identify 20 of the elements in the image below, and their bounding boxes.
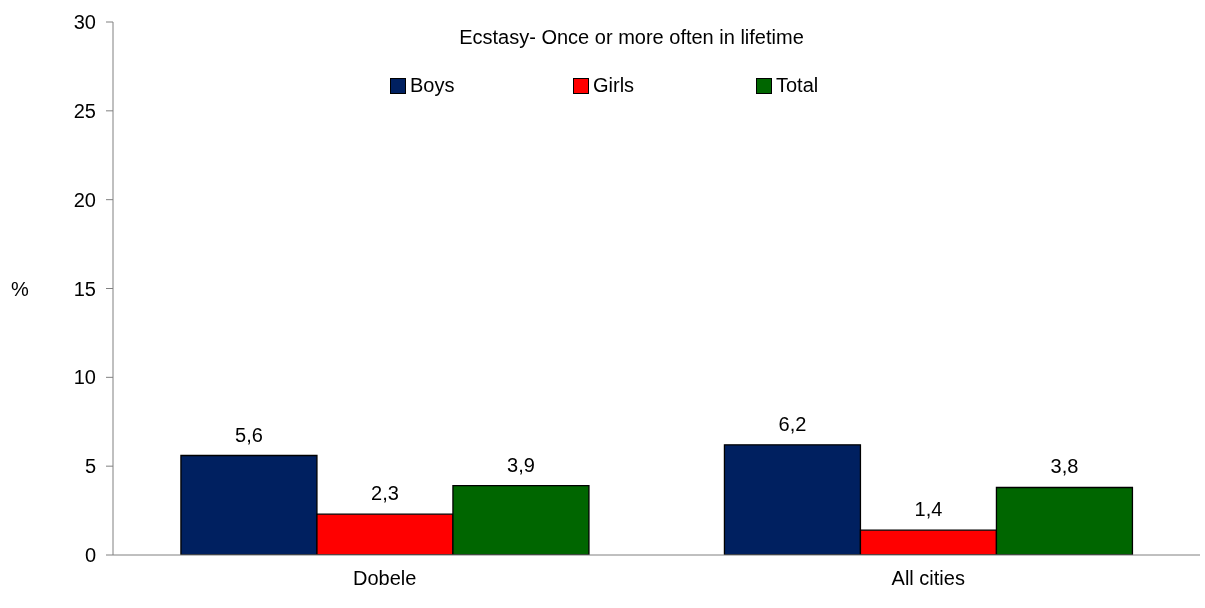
legend-label: Boys <box>410 74 455 97</box>
y-tick-label: 15 <box>73 277 96 300</box>
x-tick-label: All cities <box>891 567 965 590</box>
legend-label: Girls <box>593 74 635 97</box>
data-label: 6,2 <box>778 412 807 435</box>
data-label: 3,8 <box>1050 455 1079 478</box>
y-tick-label: 10 <box>73 366 96 389</box>
x-tick-label: Dobele <box>353 567 417 590</box>
chart-title: Ecstasy- Once or more often in lifetime <box>459 26 804 48</box>
y-tick-label: 0 <box>84 544 96 567</box>
y-tick-label: 25 <box>73 99 96 122</box>
y-axis-title: % <box>11 277 30 300</box>
y-tick-label: 20 <box>73 188 96 211</box>
data-label: 5,6 <box>235 423 263 446</box>
y-tick-label: 5 <box>84 455 96 478</box>
data-label: 3,9 <box>507 453 535 476</box>
y-tick-label: 30 <box>73 11 96 34</box>
data-label: 1,4 <box>914 498 943 521</box>
legend-label: Total <box>776 74 819 97</box>
data-label: 2,3 <box>371 482 399 505</box>
